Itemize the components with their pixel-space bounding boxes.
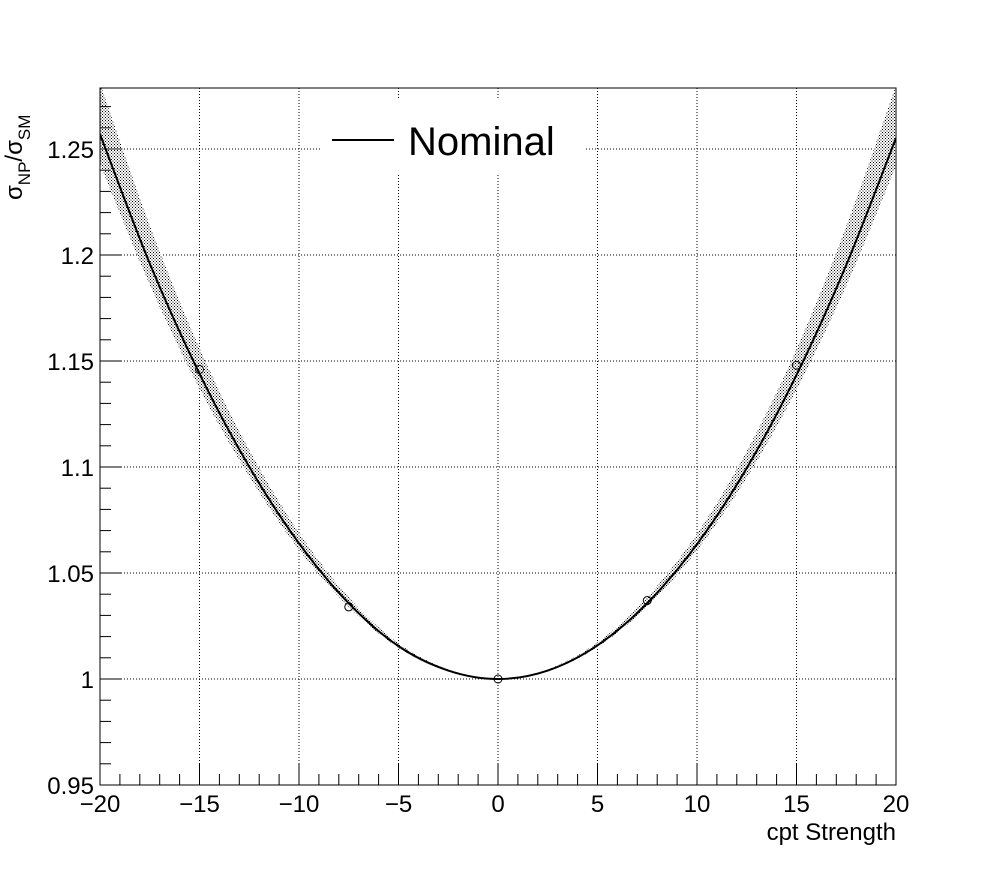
curve-group [100, 133, 896, 681]
y-axis-title-sub: NP [15, 162, 34, 186]
x-tick-label: −20 [80, 791, 121, 818]
y-tick-label: 1.2 [61, 243, 94, 270]
x-tick-label: −10 [279, 791, 320, 818]
x-tick-label: 20 [883, 791, 910, 818]
data-point [642, 596, 652, 606]
y-tick-label: 0.95 [47, 773, 94, 800]
points-group [195, 360, 801, 684]
x-axis-title: cpt Strength [767, 819, 896, 846]
legend-entry-label: Nominal [408, 120, 555, 164]
data-point [792, 360, 801, 370]
x-tick-label: 0 [491, 791, 504, 818]
nominal-curve [100, 133, 896, 681]
x-tick-labels: −20 −15 −10 −5 0 5 10 15 20 [80, 791, 910, 818]
grid [100, 88, 896, 785]
y-tick-label: 1.05 [47, 561, 94, 588]
y-axis-title-sub2: SM [15, 115, 34, 141]
x-tick-label: 5 [591, 791, 604, 818]
y-tick-label: 1.25 [47, 137, 94, 164]
y-axis-title-slash: / [1, 155, 28, 162]
legend: Nominal [322, 100, 584, 174]
data-point [493, 674, 503, 684]
legend-box [322, 100, 584, 174]
x-tick-label: 10 [684, 791, 711, 818]
svg-text:σNP/σSM: σNP/σSM [1, 115, 34, 200]
x-tick-label: −15 [179, 791, 220, 818]
y-tick-labels: 0.95 1 1.05 1.1 1.15 1.2 1.25 [47, 137, 94, 800]
y-tick-label: 1 [81, 667, 94, 694]
x-tick-label: −5 [385, 791, 412, 818]
y-axis-title-sigma2: σ [1, 140, 28, 155]
y-tick-label: 1.15 [47, 349, 94, 376]
axis-ticks [99, 106, 897, 786]
y-axis-title: σNP/σSM [1, 115, 34, 200]
x-tick-label: 15 [783, 791, 810, 818]
y-axis-title-sigma: σ [1, 185, 28, 200]
data-point [344, 602, 354, 612]
data-point [195, 364, 204, 374]
y-tick-label: 1.1 [61, 455, 94, 482]
